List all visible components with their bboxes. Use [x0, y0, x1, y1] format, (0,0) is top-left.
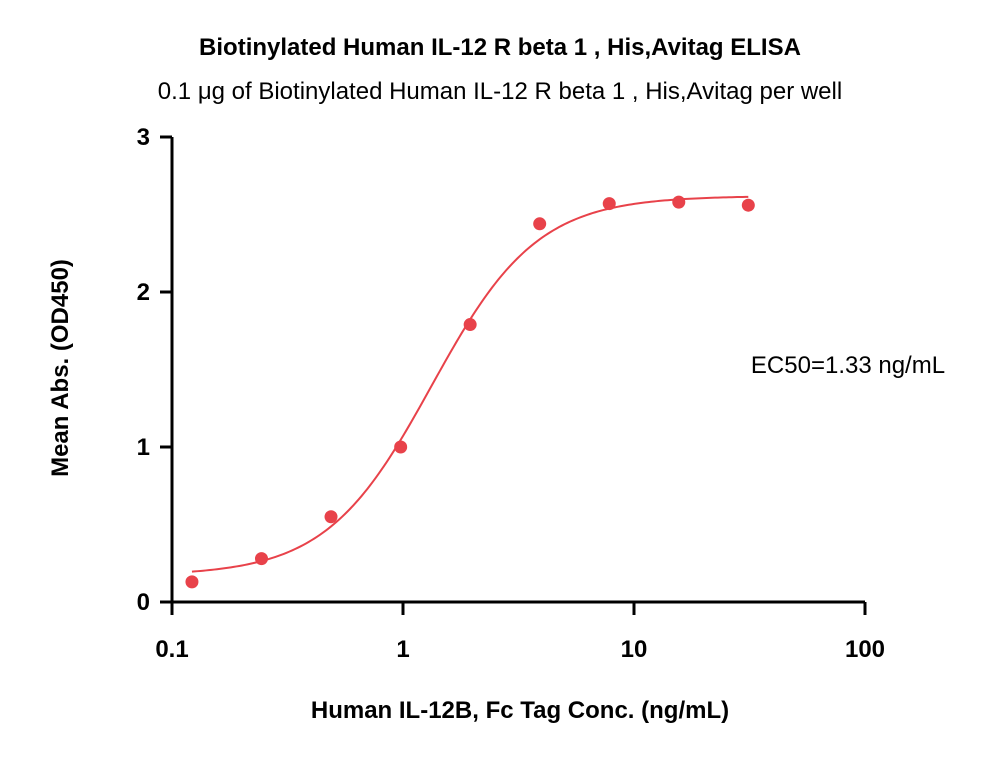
data-point — [672, 195, 686, 209]
data-point — [185, 575, 199, 589]
data-point — [533, 217, 547, 231]
tick-labels-layer: 0 1 2 3 0.1 1 10 100 — [137, 124, 885, 663]
data-points-layer — [185, 195, 755, 589]
axes — [160, 135, 867, 615]
x-tick-label: 10 — [621, 636, 648, 663]
data-point — [394, 440, 408, 454]
y-tick-label: 3 — [137, 124, 150, 151]
y-tick-label: 0 — [137, 589, 150, 616]
data-point — [254, 552, 268, 566]
fit-curve — [191, 195, 749, 573]
x-tick-label: 1 — [396, 636, 409, 663]
data-point — [324, 510, 338, 524]
data-point — [741, 198, 755, 212]
y-tick-label: 1 — [137, 434, 150, 461]
chart-subtitle: 0.1 μg of Biotinylated Human IL-12 R bet… — [157, 78, 843, 105]
data-point — [602, 197, 616, 211]
ec50-annotation: EC50=1.33 ng/mL — [751, 352, 945, 379]
chart-title: Biotinylated Human IL-12 R beta 1 , His,… — [199, 34, 801, 61]
x-tick-label: 100 — [845, 636, 885, 663]
data-point — [463, 318, 477, 332]
y-axis-label: Mean Abs. (OD450) — [47, 259, 74, 477]
x-axis-label: Human IL-12B, Fc Tag Conc. (ng/mL) — [311, 697, 729, 724]
y-tick-label: 2 — [137, 279, 150, 306]
fit-curve-layer — [191, 195, 749, 573]
x-tick-label: 0.1 — [155, 636, 188, 663]
